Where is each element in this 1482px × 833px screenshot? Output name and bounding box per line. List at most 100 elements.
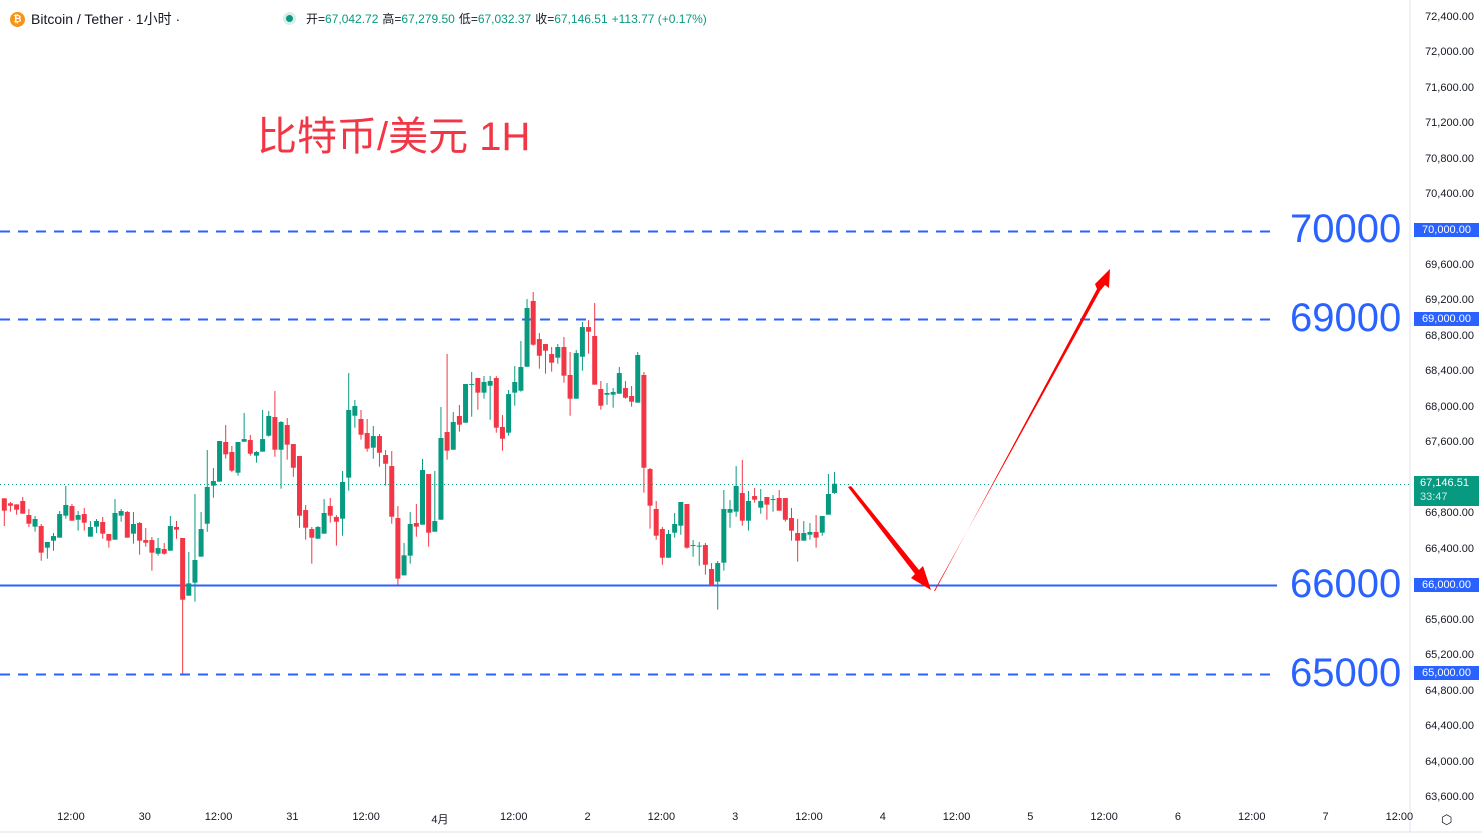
annotation-title: 比特币/美元 1H [257, 115, 531, 159]
candle [383, 450, 389, 486]
close-value: 67,146.51 [554, 12, 608, 26]
level-label-65000: 65000 [1290, 651, 1402, 695]
candle [14, 504, 20, 515]
candle-body [592, 336, 598, 385]
candle-body [401, 555, 407, 576]
down-arrow [848, 486, 931, 590]
high-value: 67,279.50 [401, 12, 455, 26]
candle [739, 459, 745, 526]
candle [770, 495, 776, 512]
candle-body [444, 432, 450, 451]
symbol-title: Bitcoin / Tether · 1小时 · [31, 11, 181, 27]
candle [456, 404, 462, 432]
candle-body [469, 384, 475, 386]
candle [389, 451, 395, 524]
candle [690, 540, 696, 557]
candle-body [155, 548, 161, 554]
price-tick: 66,400.00 [1425, 542, 1474, 555]
candle [499, 415, 505, 451]
candle-body [180, 538, 186, 600]
time-tick: 12:00 [57, 811, 85, 823]
candle-body [549, 354, 555, 363]
candle-body [727, 508, 733, 513]
symbol-header[interactable]: ₿ Bitcoin / Tether · 1小时 · [10, 9, 180, 29]
candle-body [629, 396, 635, 402]
candle [438, 407, 444, 520]
candle-body [567, 374, 573, 399]
candle [204, 450, 210, 532]
candle-body [426, 474, 432, 533]
low-label: 低= [458, 12, 478, 26]
candle-body [340, 482, 346, 519]
candle-body [364, 433, 370, 449]
candle [622, 381, 628, 399]
time-tick: 2 [584, 811, 591, 823]
candle-body [51, 536, 56, 541]
candle [174, 521, 179, 539]
candle-body [63, 504, 69, 516]
candle [352, 400, 358, 428]
candle [321, 499, 327, 534]
candle-body [112, 512, 118, 540]
candle [561, 336, 567, 383]
time-tick: 12:00 [499, 811, 528, 823]
settings-hexagon-icon[interactable]: ⬡ [1441, 812, 1453, 827]
candle-body [106, 534, 112, 541]
time-tick: 30 [138, 811, 151, 823]
price-tick: 69,200.00 [1425, 294, 1474, 307]
candle [776, 489, 782, 511]
candle-body [776, 497, 782, 511]
candle [20, 497, 26, 514]
low-value: 67,032.37 [477, 12, 532, 26]
candle [641, 372, 647, 493]
candle [579, 321, 585, 371]
candle-body [702, 545, 708, 565]
candle [450, 411, 456, 450]
candle [758, 489, 764, 514]
candle-body [130, 523, 136, 534]
up-arrow [934, 269, 1110, 591]
candle-body [530, 300, 536, 345]
open-label: 开= [306, 12, 326, 26]
candle-body [94, 521, 100, 527]
candle-body [622, 388, 628, 398]
candle [370, 426, 376, 459]
candle [573, 350, 579, 399]
candle [481, 376, 487, 399]
candle-body [696, 545, 702, 547]
time-tick: 3 [732, 811, 739, 823]
candle [702, 542, 708, 575]
candle-body [795, 533, 801, 541]
candle-body [413, 523, 419, 527]
candle-body [635, 355, 641, 403]
bar-countdown: 33:47 [1420, 491, 1448, 503]
candle [186, 552, 192, 596]
candle-body [327, 506, 333, 516]
forecast-arrows [848, 269, 1110, 591]
candle [666, 530, 671, 558]
candle-body [284, 425, 290, 445]
candle [469, 372, 475, 417]
candle [727, 500, 733, 528]
candle-body [272, 417, 278, 450]
time-tick: 4月 [431, 814, 449, 826]
candle-body [81, 514, 87, 523]
candle [290, 444, 296, 477]
candle-body [235, 441, 241, 473]
price-tick: 64,800.00 [1425, 684, 1474, 697]
candle [198, 512, 204, 557]
candle-body [715, 563, 721, 582]
candle [161, 542, 167, 555]
candle-body [573, 353, 579, 399]
price-tick: 71,200.00 [1425, 117, 1474, 129]
candle-body [832, 483, 838, 493]
level-label-69000: 69000 [1290, 296, 1402, 340]
candle [26, 508, 32, 528]
price-tick: 68,000.00 [1425, 400, 1474, 413]
candle [235, 441, 241, 476]
candle [543, 344, 548, 374]
candle [155, 538, 161, 556]
candle [81, 508, 87, 531]
candle-body [186, 583, 192, 596]
